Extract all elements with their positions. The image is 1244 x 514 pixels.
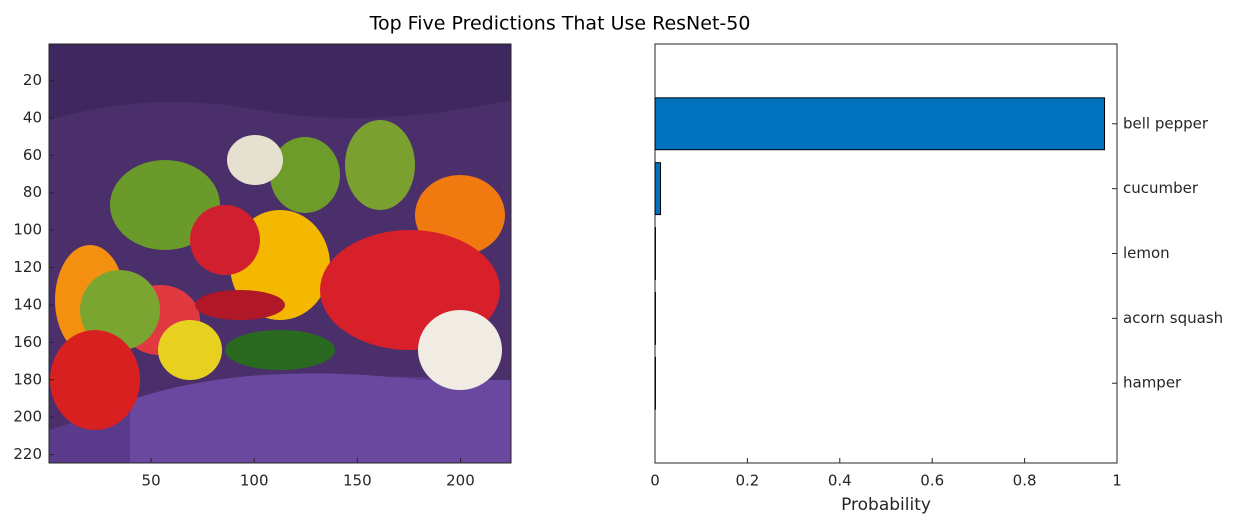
y-tick-label: lemon — [1123, 244, 1170, 262]
pepper-image — [49, 44, 511, 463]
x-tick-label: 150 — [343, 472, 372, 490]
bar — [654, 97, 1106, 151]
y-tick-label: 120 — [13, 258, 42, 276]
y-tick-label: 220 — [13, 445, 42, 463]
y-tick-label: 40 — [23, 108, 42, 126]
y-tick-label: 140 — [13, 295, 42, 313]
x-tick-label: 1 — [1112, 472, 1122, 490]
bar — [654, 162, 662, 216]
y-tick-label: 100 — [13, 221, 42, 239]
x-tick-label: 200 — [446, 472, 475, 490]
x-tick-label: 100 — [240, 472, 269, 490]
y-tick-label: cucumber — [1123, 179, 1199, 197]
y-tick-label: 60 — [23, 146, 42, 164]
x-tick-label: 0.2 — [735, 472, 759, 490]
y-tick-label: 200 — [13, 408, 42, 426]
figure-title: Top Five Predictions That Use ResNet-50 — [369, 13, 751, 35]
y-tick-label: bell pepper — [1123, 114, 1209, 132]
x-tick-label: 0.8 — [1013, 472, 1037, 490]
x-tick-label: 0.6 — [920, 472, 944, 490]
y-tick-label: acorn squash — [1123, 309, 1223, 327]
y-tick-label: hamper — [1123, 374, 1182, 392]
y-tick-label: 20 — [23, 71, 42, 89]
x-tick-label: 0.4 — [828, 472, 852, 490]
y-tick-label: 180 — [13, 370, 42, 388]
x-tick-label: 50 — [142, 472, 161, 490]
x-axis-label: Probability — [841, 495, 931, 514]
image-axes-box — [48, 43, 512, 464]
y-tick-label: 80 — [23, 183, 42, 201]
x-tick-label: 0 — [650, 472, 660, 490]
y-tick-label: 160 — [13, 333, 42, 351]
